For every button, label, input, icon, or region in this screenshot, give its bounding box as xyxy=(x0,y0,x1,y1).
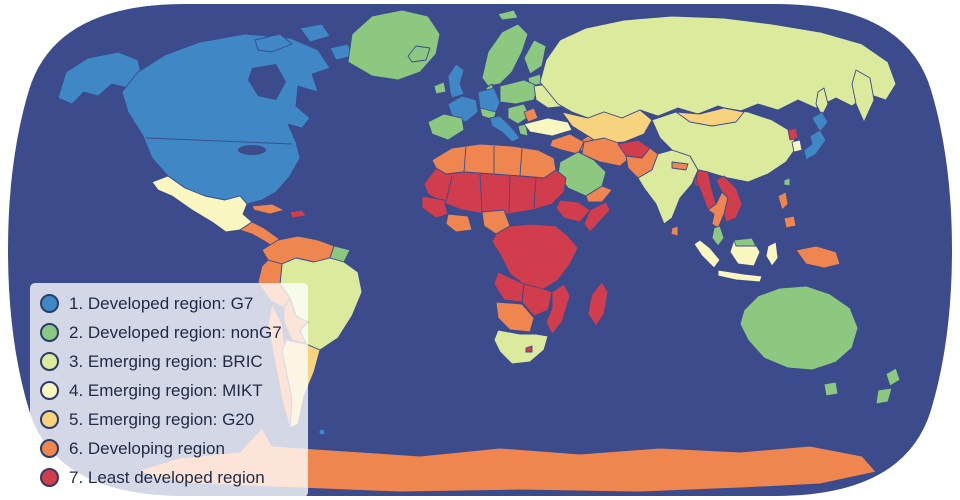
svalbard xyxy=(497,9,519,21)
somalia xyxy=(583,201,611,233)
south-korea xyxy=(791,139,803,153)
senegal-guinea xyxy=(421,195,449,219)
nepal xyxy=(671,161,689,171)
arctic-island xyxy=(299,23,331,43)
united-kingdom xyxy=(447,63,465,99)
australia xyxy=(739,285,859,371)
north-korea xyxy=(787,127,799,141)
yemen-oman xyxy=(585,185,613,203)
legend-swatch xyxy=(40,293,59,313)
balkans-east xyxy=(523,107,539,123)
legend-item: 7. Least developed region xyxy=(40,464,298,490)
legend-item-label: 5. Emerging region: G20 xyxy=(69,409,255,429)
legend-item-label: 2. Developed region: nonG7 xyxy=(69,322,282,342)
country-border xyxy=(508,175,511,214)
taiwan xyxy=(783,177,791,187)
central-europe xyxy=(499,79,539,105)
kazakhstan-central-asia xyxy=(561,109,653,145)
legend-swatch xyxy=(40,409,59,429)
hudson-bay xyxy=(248,64,286,100)
mexico xyxy=(151,175,253,233)
legend-item: 1. Developed region: G7 xyxy=(40,290,298,316)
zambia-zimbabwe xyxy=(521,283,553,317)
great-lakes xyxy=(238,145,266,155)
new-zealand-north xyxy=(885,367,901,387)
landmasses xyxy=(57,9,901,493)
africa xyxy=(421,143,611,365)
legend-swatch xyxy=(40,322,59,342)
legend-item-label: 4. Emerging region: MIKT xyxy=(69,380,263,400)
arctic-island xyxy=(254,33,293,53)
legend-item-label: 6. Developing region xyxy=(69,438,225,458)
asia xyxy=(523,15,897,283)
indochina xyxy=(715,175,743,223)
balkans xyxy=(507,103,531,125)
legend-item-label: 3. Emerging region: BRIC xyxy=(69,351,263,371)
sahel xyxy=(423,167,567,215)
sulawesi xyxy=(765,241,779,267)
madagascar xyxy=(587,281,609,327)
namibia-botswana xyxy=(495,301,535,333)
legend-item-label: 1. Developed region: G7 xyxy=(69,293,254,313)
central-africa xyxy=(491,223,579,291)
legend-item-label: 7. Least developed region xyxy=(69,467,265,487)
hispaniola xyxy=(289,209,307,219)
angola xyxy=(493,271,525,303)
philippines-luzon xyxy=(777,191,789,211)
mozambique xyxy=(545,283,571,335)
oceania xyxy=(739,285,901,405)
greenland xyxy=(347,9,441,81)
cuba xyxy=(251,203,285,215)
country-border xyxy=(463,145,467,173)
ireland xyxy=(433,81,447,95)
legend-item: 4. Emerging region: MIKT xyxy=(40,377,298,403)
legend-swatch xyxy=(40,380,59,400)
borneo-malaysia xyxy=(733,237,757,247)
falkland-islands xyxy=(318,428,326,436)
legend-item: 2. Developed region: nonG7 xyxy=(40,319,298,345)
philippines-mindanao xyxy=(783,215,797,229)
legend-swatch xyxy=(40,438,59,458)
country-border xyxy=(445,175,453,203)
legend-swatch xyxy=(40,351,59,371)
kamchatka xyxy=(851,69,875,123)
greece xyxy=(517,123,529,137)
germany xyxy=(477,87,501,113)
malay-peninsula xyxy=(711,225,725,247)
tasmania xyxy=(823,381,839,397)
ethiopia xyxy=(555,199,591,223)
turkey xyxy=(523,117,573,137)
iceland xyxy=(407,45,431,63)
country-border xyxy=(519,147,523,177)
sumatra xyxy=(693,239,721,269)
finland xyxy=(523,39,547,75)
java xyxy=(717,269,763,283)
italy xyxy=(489,115,521,143)
legend: 1. Developed region: G7 2. Developed reg… xyxy=(30,283,308,497)
legend-item: 3. Emerging region: BRIC xyxy=(40,348,298,374)
iberia xyxy=(427,113,465,141)
japan-hokkaido xyxy=(811,111,829,133)
country-border xyxy=(533,177,537,209)
legend-item: 5. Emerging region: G20 xyxy=(40,406,298,432)
usa-canada-border xyxy=(145,137,293,145)
new-zealand-south xyxy=(875,387,893,405)
south-africa xyxy=(493,329,549,365)
north-america xyxy=(57,9,441,205)
sakhalin xyxy=(815,87,829,117)
europe xyxy=(407,9,577,143)
lesotho xyxy=(525,345,533,353)
sri-lanka xyxy=(670,225,679,237)
mongolia xyxy=(675,107,745,127)
black-sea xyxy=(536,108,560,120)
country-border xyxy=(479,173,483,213)
new-guinea xyxy=(795,245,841,269)
ghana-ivory-coast xyxy=(445,213,473,233)
japan-honshu xyxy=(803,129,827,161)
norway-sweden xyxy=(481,23,529,87)
legend-item: 6. Developing region xyxy=(40,435,298,461)
legend-swatch xyxy=(40,467,59,487)
